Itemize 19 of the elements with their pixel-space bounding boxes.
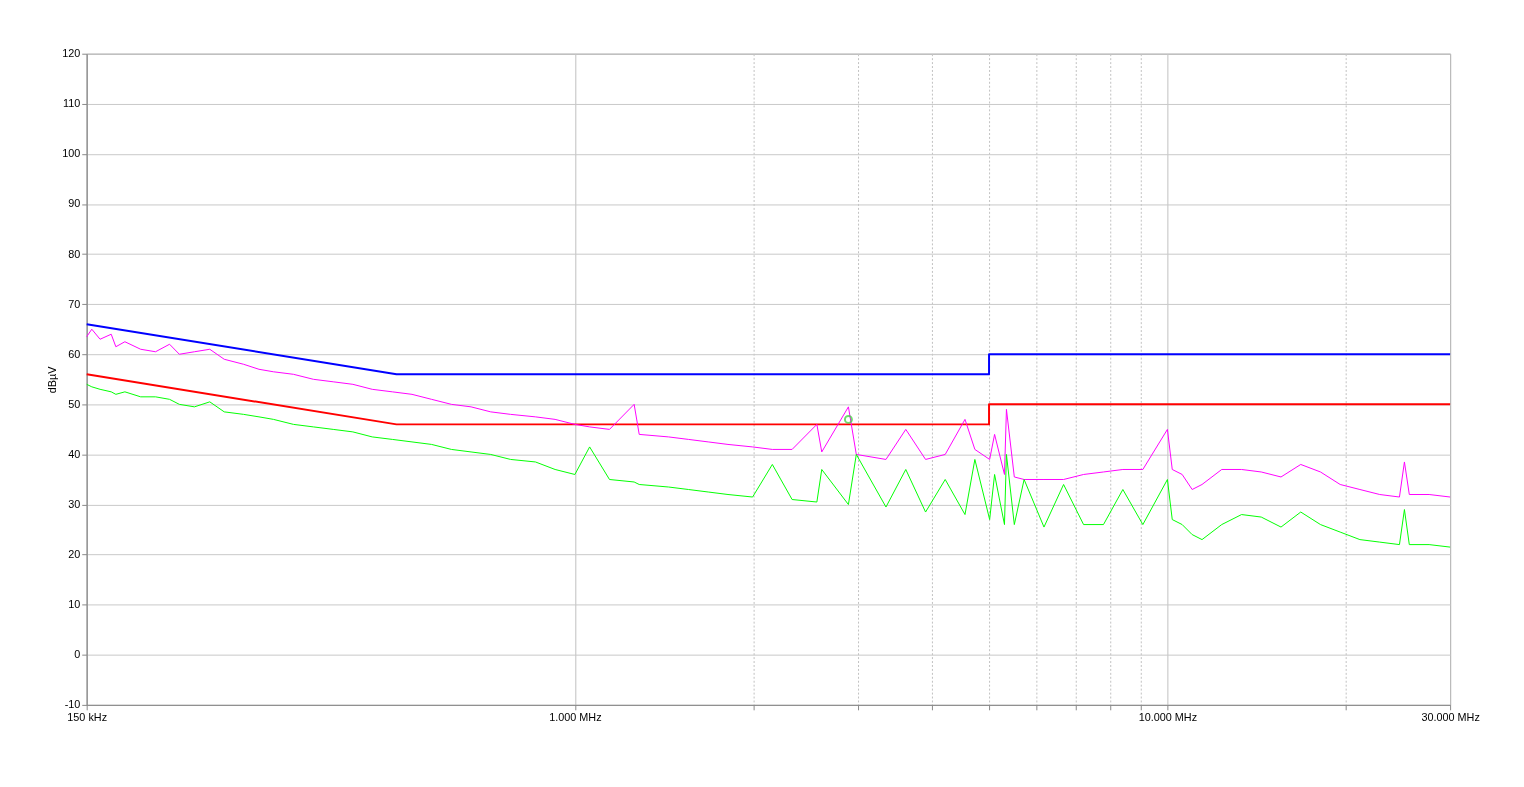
y-axis-title: dBµV — [46, 365, 59, 394]
y-tick-label: 60 — [68, 347, 81, 360]
y-tick-label: 40 — [68, 447, 81, 460]
y-tick-label: 10 — [68, 598, 81, 611]
y-tick-label: 100 — [62, 147, 81, 160]
y-tick-label: 50 — [68, 397, 81, 410]
y-tick-label: 70 — [68, 297, 81, 310]
y-tick-label: 20 — [68, 548, 81, 561]
y-tick-label: 80 — [68, 247, 81, 260]
y-tick-label: 0 — [74, 648, 81, 661]
x-tick-label: 30.000 MHz — [1421, 711, 1480, 724]
y-tick-label: 90 — [68, 197, 81, 210]
y-tick-label: -10 — [64, 698, 81, 711]
y-tick-label: 30 — [68, 497, 81, 510]
x-tick-label: 150 kHz — [67, 711, 108, 724]
y-tick-label: 120 — [62, 47, 81, 60]
y-tick-label: 110 — [63, 97, 81, 110]
x-tick-label: 1.000 MHz — [549, 711, 602, 724]
x-tick-label: 10.000 MHz — [1138, 711, 1198, 724]
